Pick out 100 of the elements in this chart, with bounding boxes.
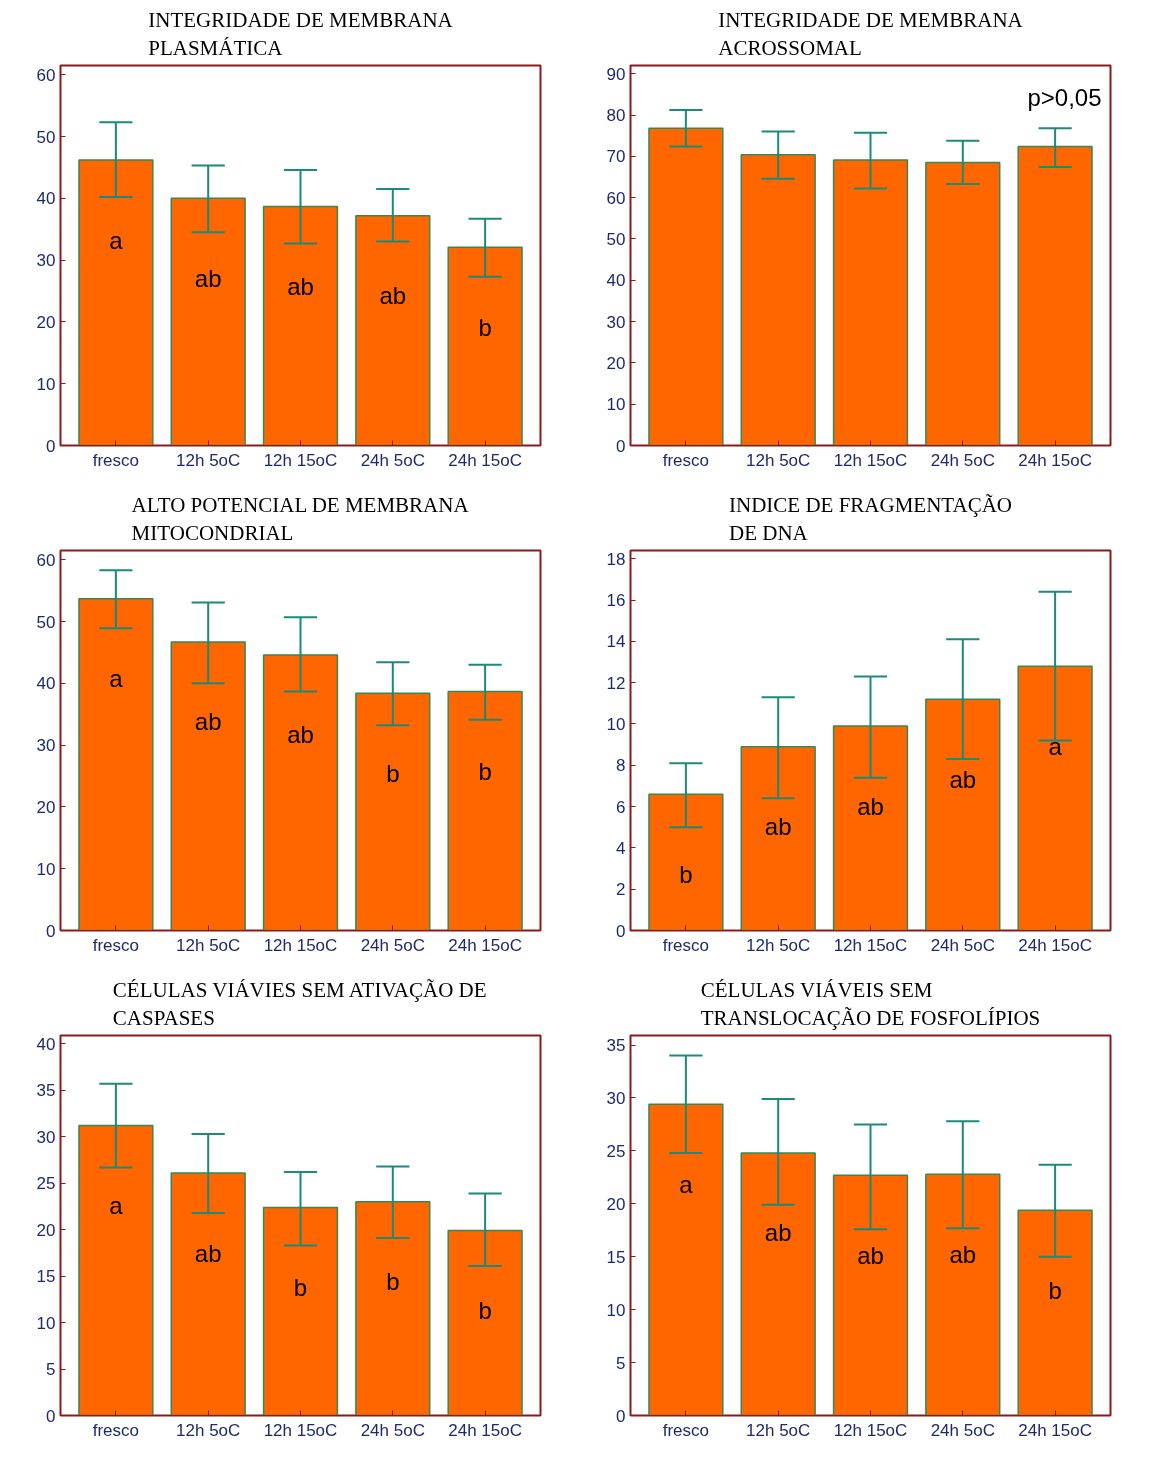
x-tick-label: 24h 15oC	[448, 935, 522, 955]
y-tick-label: 14	[606, 632, 626, 652]
chart-title: INTEGRIDADE DE MEMBRANA PLASMÁTICA	[148, 7, 454, 61]
x-tick-label: 12h 15oC	[263, 935, 338, 955]
y-tick-label: 30	[606, 312, 626, 332]
x-tick-label: 12h 5oC	[176, 1420, 241, 1440]
x-tick-label: 24h 5oC	[360, 450, 425, 470]
data-label: ab	[764, 813, 792, 841]
y-tick-label: 6	[616, 797, 626, 817]
x-tick-label: 24h 15oC	[1018, 1420, 1092, 1440]
y-tick-label: 10	[606, 395, 626, 415]
x-tick-label: 12h 15oC	[833, 450, 908, 470]
y-tick-label: 20	[606, 353, 626, 373]
x-tick-label: 12h 15oC	[263, 1420, 338, 1440]
data-label: ab	[194, 1239, 222, 1267]
y-tick-label: 30	[36, 1127, 56, 1147]
x-tick-label: fresco	[92, 1420, 140, 1440]
y-tick-label: 20	[36, 797, 56, 817]
y-tick-label: 0	[46, 921, 56, 941]
y-tick-label: 5	[616, 1353, 626, 1373]
x-tick-label: 12h 5oC	[746, 450, 811, 470]
chart-title: CÉLULAS VIÁVEIS SEM TRANSLOCAÇÃO DE FOSFOLÍPIOS	[700, 977, 1041, 1031]
y-tick-label: 10	[36, 1313, 56, 1333]
data-label: b	[386, 759, 400, 787]
x-tick-label: 12h 15oC	[833, 1420, 908, 1440]
y-tick-label: 5	[46, 1360, 56, 1380]
y-tick-label: 10	[36, 859, 56, 879]
y-tick-label: 15	[606, 1247, 626, 1267]
chart-title: INTEGRIDADE DE MEMBRANA ACROSSOMAL	[718, 7, 1024, 61]
y-tick-label: 30	[36, 251, 56, 271]
y-tick-label: 40	[36, 189, 56, 209]
data-label: b	[478, 757, 492, 785]
x-tick-label: fresco	[92, 450, 140, 470]
x-tick-label: 24h 15oC	[448, 1420, 522, 1440]
x-tick-label: 24h 5oC	[930, 1420, 995, 1440]
x-tick-label: 24h 5oC	[360, 1420, 425, 1440]
x-tick-label: 24h 15oC	[448, 450, 522, 470]
y-tick-label: 0	[46, 1406, 56, 1426]
data-label: ab	[764, 1219, 792, 1247]
x-tick-label: fresco	[662, 450, 710, 470]
data-label: a	[109, 1192, 124, 1220]
data-label: ab	[857, 1241, 884, 1269]
x-tick-label: fresco	[662, 1420, 710, 1440]
x-tick-label: 12h 15oC	[833, 935, 908, 955]
x-tick-label: 24h 15oC	[1018, 935, 1092, 955]
annotation: p>0,05	[1027, 83, 1102, 111]
data-label: ab	[379, 282, 407, 310]
data-label: ab	[949, 1240, 977, 1268]
data-label: ab	[857, 792, 884, 820]
y-tick-label: 8	[616, 756, 626, 776]
data-label: ab	[194, 264, 222, 292]
y-tick-label: 0	[616, 921, 626, 941]
y-tick-label: 0	[616, 436, 626, 456]
x-tick-label: 12h 5oC	[176, 935, 241, 955]
y-tick-label: 50	[36, 612, 56, 632]
y-tick-label: 90	[606, 64, 626, 84]
y-tick-label: 10	[36, 374, 56, 394]
x-tick-label: 12h 5oC	[176, 450, 241, 470]
data-label: b	[478, 1297, 492, 1325]
x-tick-label: 12h 15oC	[263, 450, 338, 470]
y-tick-label: 30	[36, 736, 56, 756]
y-tick-label: 20	[36, 1220, 56, 1240]
x-tick-label: 24h 5oC	[360, 935, 425, 955]
y-tick-label: 12	[606, 673, 626, 693]
y-tick-label: 60	[36, 65, 56, 85]
data-label: b	[679, 860, 693, 888]
chart-title: INDICE DE FRAGMENTAÇÃO DE DNA	[729, 492, 1012, 546]
x-tick-label: 12h 5oC	[746, 1420, 811, 1440]
data-label: b	[293, 1273, 308, 1301]
y-tick-label: 4	[616, 838, 626, 858]
chart-title: ALTO POTENCIAL DE MEMBRANA MITOCONDRIAL	[131, 492, 470, 546]
data-label: b	[386, 1268, 400, 1296]
y-tick-label: 20	[606, 1194, 626, 1214]
y-tick-label: 35	[606, 1036, 626, 1056]
y-tick-label: 80	[606, 106, 626, 126]
y-tick-label: 60	[36, 550, 56, 570]
y-tick-label: 0	[616, 1406, 626, 1426]
y-tick-label: 40	[36, 674, 56, 694]
data-label: ab	[949, 765, 977, 793]
data-label: ab	[287, 272, 314, 300]
x-tick-label: 24h 5oC	[930, 935, 995, 955]
x-tick-label: 24h 15oC	[1018, 450, 1092, 470]
data-label: ab	[287, 721, 314, 749]
y-tick-label: 35	[36, 1081, 56, 1101]
y-tick-label: 18	[606, 549, 626, 569]
x-tick-label: 12h 5oC	[746, 935, 811, 955]
data-label: a	[679, 1170, 694, 1198]
y-tick-label: 10	[606, 714, 626, 734]
y-tick-label: 40	[606, 271, 626, 291]
y-tick-label: 25	[606, 1141, 626, 1161]
chart-title: CÉLULAS VIÁVIES SEM ATIVAÇÃO DE CASPASES	[112, 977, 487, 1031]
y-tick-label: 10	[606, 1300, 626, 1320]
x-tick-label: fresco	[92, 935, 140, 955]
y-tick-label: 15	[36, 1267, 56, 1287]
y-tick-label: 70	[606, 147, 626, 167]
y-tick-label: 50	[36, 127, 56, 147]
x-tick-label: fresco	[662, 935, 710, 955]
y-tick-label: 50	[606, 229, 626, 249]
data-label: a	[109, 665, 124, 693]
data-label: b	[478, 313, 492, 341]
